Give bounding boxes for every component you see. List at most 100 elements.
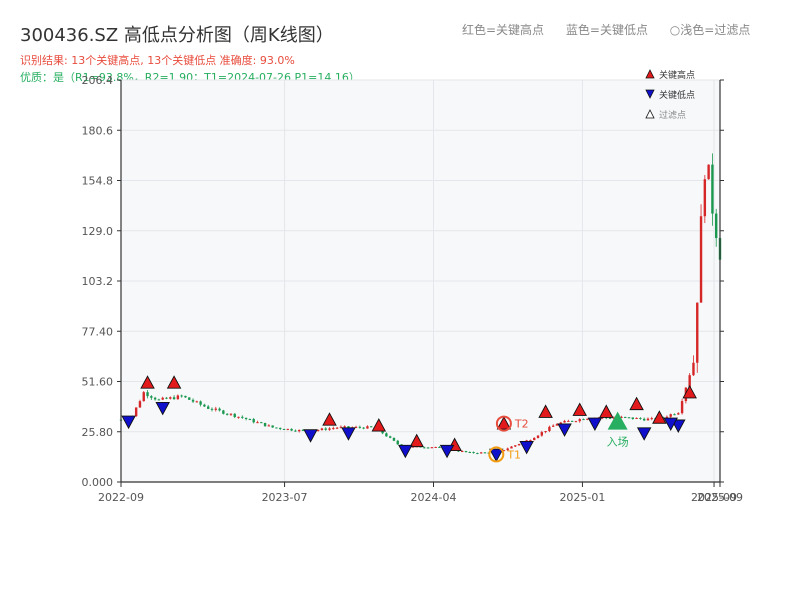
candle-body xyxy=(191,399,195,402)
candle-body xyxy=(222,410,225,414)
filtered-triangle-icon xyxy=(645,109,655,119)
candle-body xyxy=(199,401,202,405)
candle-body xyxy=(275,427,278,429)
candle-body xyxy=(703,179,707,217)
candle-body xyxy=(642,418,646,421)
candle-body xyxy=(370,426,373,428)
candle-body xyxy=(134,407,138,417)
x-tick-label: 2022-09 xyxy=(98,491,144,504)
candle-body xyxy=(533,437,536,441)
candle-body xyxy=(396,440,399,445)
candle-body xyxy=(646,418,650,421)
candle-body xyxy=(612,417,616,419)
key-high-marker xyxy=(166,375,182,389)
legend-light: ○浅色=过滤点 xyxy=(669,23,751,37)
candle-body xyxy=(180,395,183,397)
axes: 0.000 25.80 51.60 77.40 103.2 129.0 154.8 180.6… xyxy=(82,74,743,504)
candle-body xyxy=(256,422,259,424)
candle-body xyxy=(677,413,680,415)
candle-body xyxy=(282,428,286,430)
candle-body xyxy=(347,426,350,428)
candle-body xyxy=(286,428,290,430)
t1-label: T1 xyxy=(506,448,521,461)
candle-body xyxy=(631,417,635,419)
marker-layer: T1 T2 入场 xyxy=(121,375,697,463)
candle-body xyxy=(540,432,544,436)
candle-body xyxy=(229,413,233,415)
candle-body xyxy=(665,416,669,418)
candle-body xyxy=(707,164,710,180)
candle-body xyxy=(548,426,551,432)
candle-body xyxy=(582,419,585,421)
x-tick-label: 2025-09 xyxy=(691,491,737,504)
y-tick-label: 25.80 xyxy=(82,426,114,439)
candle-body xyxy=(172,397,176,400)
candle-body xyxy=(324,428,327,430)
candle-body xyxy=(544,431,547,433)
candle-body xyxy=(476,453,479,455)
candle-body xyxy=(578,419,581,422)
key-high-marker xyxy=(371,418,387,432)
candle-body xyxy=(362,427,365,429)
candle-body xyxy=(385,433,388,437)
candle-body xyxy=(696,302,699,363)
candle-body xyxy=(157,399,161,401)
marker-legend: 关键高点 关键低点 过滤点 xyxy=(645,64,695,124)
legend-blue: 蓝色=关键低点 xyxy=(565,23,648,37)
x-tick-label: 2025-01 xyxy=(559,491,605,504)
key-high-marker xyxy=(652,410,667,424)
candle-body xyxy=(570,420,574,422)
key-low-marker xyxy=(155,402,170,416)
candle-body xyxy=(328,428,331,430)
candle-body xyxy=(483,452,487,454)
color-legend: 红色=关键高点 蓝色=关键低点 ○浅色=过滤点 xyxy=(462,21,786,38)
candle-body xyxy=(150,396,153,398)
candle-body xyxy=(195,401,199,403)
key-high-marker xyxy=(572,402,587,416)
candle-body xyxy=(206,406,210,409)
candle-body xyxy=(536,435,540,438)
candle-body xyxy=(529,440,532,442)
candle-body xyxy=(699,216,703,303)
key-low-marker xyxy=(341,427,356,441)
key-low-marker xyxy=(663,417,678,432)
candle-body xyxy=(574,421,578,423)
key-high-marker xyxy=(140,375,155,389)
candle-body xyxy=(290,428,293,431)
candle-body xyxy=(165,397,168,399)
candle-body xyxy=(517,444,521,446)
key-low-marker xyxy=(303,429,318,443)
candle-body xyxy=(366,426,369,429)
candle-body xyxy=(252,419,255,423)
candle-body xyxy=(586,418,589,420)
key-low-marker xyxy=(398,444,413,459)
candle-body xyxy=(176,395,180,400)
candle-body xyxy=(510,446,513,449)
candle-body xyxy=(688,375,691,388)
x-tick-label: 2023-07 xyxy=(262,491,308,504)
key-high-marker xyxy=(682,384,697,399)
candle-body xyxy=(468,452,471,454)
low-triangle-icon xyxy=(645,89,655,99)
candle-body xyxy=(188,397,191,400)
candle-body xyxy=(146,392,149,397)
candle-body xyxy=(563,420,566,423)
candle-body xyxy=(335,427,339,429)
candle-body xyxy=(153,397,157,400)
y-tick-label: 0.000 xyxy=(82,476,114,489)
key-high-marker xyxy=(409,433,424,448)
candle-body xyxy=(506,448,509,451)
key-high-marker xyxy=(629,396,644,411)
entry-marker xyxy=(607,411,628,430)
candle-body xyxy=(479,452,483,454)
key-low-marker xyxy=(587,417,603,432)
candle-body xyxy=(457,450,460,452)
candle-body xyxy=(297,429,301,432)
candle-body xyxy=(354,426,358,428)
candle-body xyxy=(559,422,562,425)
y-tick-label: 206.4 xyxy=(82,74,114,87)
candle-body xyxy=(271,425,274,428)
candle-body xyxy=(260,422,263,424)
candle-body xyxy=(426,447,430,449)
candle-body xyxy=(673,414,676,416)
